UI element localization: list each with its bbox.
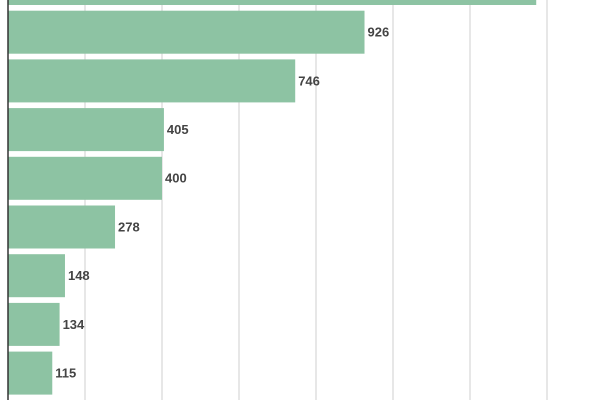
bar [8, 254, 65, 298]
bar [8, 59, 296, 103]
bar [8, 156, 162, 200]
bar [8, 351, 53, 395]
value-label: 278 [118, 219, 140, 234]
value-label: 115 [55, 366, 76, 381]
value-label: 746 [298, 73, 320, 88]
value-label: 926 [368, 25, 390, 40]
bar [8, 205, 116, 249]
bar [8, 0, 537, 5]
bar [8, 302, 60, 346]
value-label: 400 [165, 171, 187, 186]
bar [8, 10, 365, 54]
value-label: 405 [167, 122, 189, 137]
value-label: 134 [63, 317, 85, 332]
value-label: 148 [68, 268, 90, 283]
bar [8, 108, 164, 152]
